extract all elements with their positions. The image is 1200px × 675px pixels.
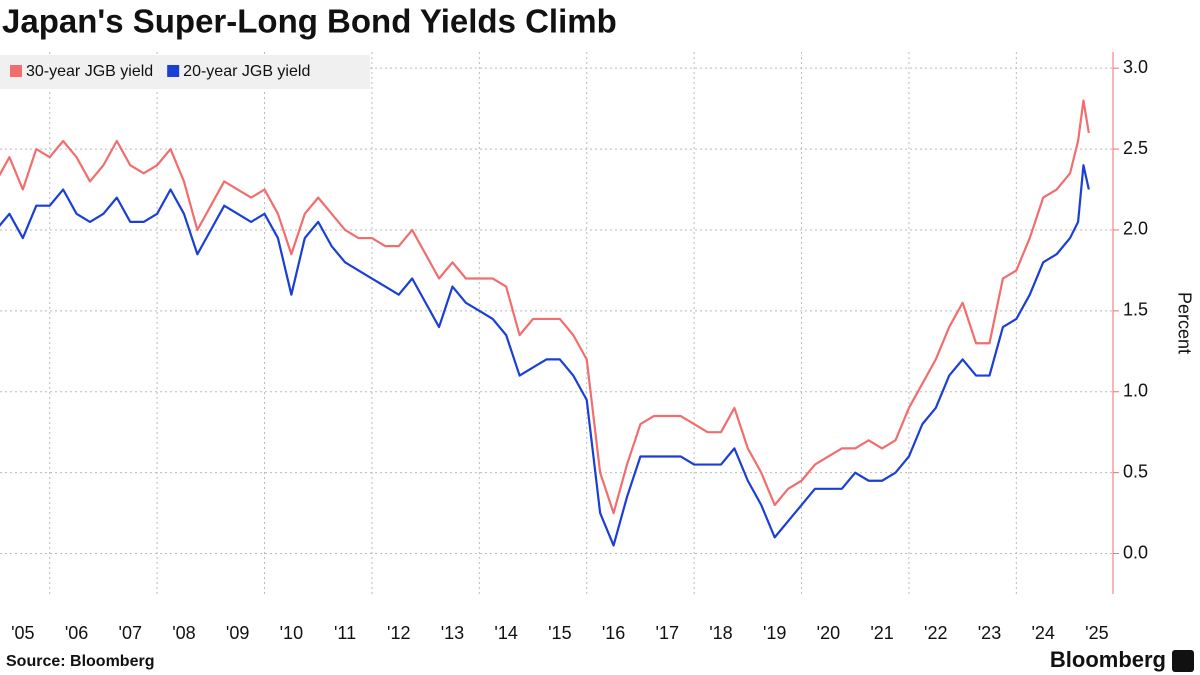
x-tick-label: '07 [119,623,142,643]
x-tick-label: '22 [924,623,947,643]
x-tick-label: '24 [1031,623,1054,643]
x-tick-label: '23 [978,623,1001,643]
x-tick-label: '12 [387,623,410,643]
x-tick-label: '15 [548,623,571,643]
line-series [0,164,1090,547]
y-tick-label: 2.5 [1123,138,1148,158]
y-axis-label: Percent [1174,292,1194,354]
x-tick-label: '05 [11,623,34,643]
legend-box [0,55,370,89]
line-series [0,99,1090,515]
y-tick-label: 0.5 [1123,461,1148,481]
legend-swatch [167,65,180,77]
x-tick-label: '16 [602,623,625,643]
x-tick-label: '21 [870,623,893,643]
x-tick-label: '06 [65,623,88,643]
x-tick-label: '09 [226,623,249,643]
x-tick-label: '19 [763,623,786,643]
x-tick-label: '17 [656,623,679,643]
x-tick-label: '10 [280,623,303,643]
legend-label: 20-year JGB yield [183,63,310,80]
y-tick-label: 2.0 [1123,219,1148,239]
plot-area [0,99,1090,547]
x-tick-label: '13 [441,623,464,643]
y-tick-label: 3.0 [1123,57,1148,77]
x-tick-label: '08 [172,623,195,643]
x-tick-label: '11 [334,623,356,643]
legend-swatch [10,65,22,77]
x-tick-label: '18 [709,623,732,643]
brand-icon [1172,650,1194,672]
y-tick-label: 1.0 [1123,381,1148,401]
brand: Bloomberg [1050,647,1166,672]
x-tick-label: '25 [1085,623,1108,643]
source: Source: Bloomberg [6,653,154,670]
y-tick-label: 0.0 [1123,542,1148,562]
legend-label: 30-year JGB yield [26,63,153,80]
y-tick-label: 1.5 [1123,300,1148,320]
x-tick-label: '20 [817,623,840,643]
x-tick-label: '14 [494,623,517,643]
chart-title: Japan's Super-Long Bond Yields Climb [2,3,617,40]
